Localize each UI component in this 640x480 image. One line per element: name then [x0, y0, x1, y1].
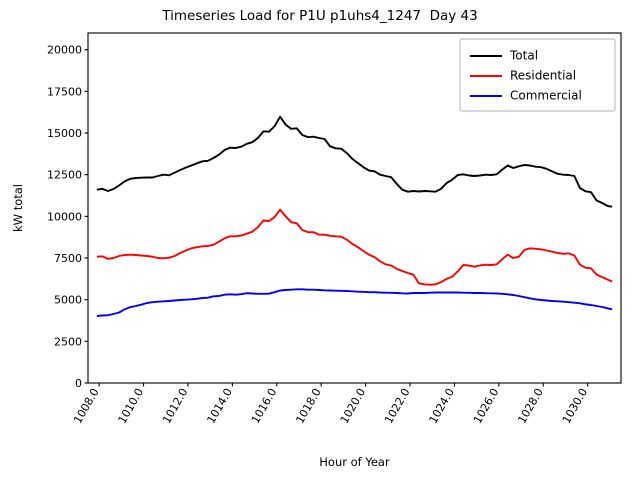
x-tick-label: 1028.0	[515, 386, 546, 426]
x-tick-label: 1022.0	[382, 386, 413, 426]
x-tick-label: 1018.0	[293, 386, 324, 426]
x-axis-label: Hour of Year	[319, 455, 390, 469]
y-tick-label: 17500	[47, 85, 82, 98]
y-axis-label: kW total	[11, 184, 25, 232]
y-tick-label: 20000	[47, 44, 82, 57]
y-tick-label: 12500	[47, 169, 82, 182]
legend-box	[459, 38, 616, 112]
y-tick-label: 5000	[54, 294, 82, 307]
x-tick-label: 1014.0	[204, 386, 235, 426]
x-tick-label: 1008.0	[71, 386, 102, 426]
series-line-total	[96, 115, 613, 208]
series-line-commercial	[96, 288, 613, 317]
legend-label-total: Total	[509, 49, 538, 63]
x-tick-label: 1016.0	[249, 386, 280, 426]
x-tick-label: 1030.0	[560, 386, 591, 426]
legend-label-residential: Residential	[510, 69, 576, 83]
x-tick-label: 1012.0	[160, 386, 191, 426]
chart-title: Timeseries Load for P1U p1uhs4_1247 Day …	[162, 8, 478, 24]
y-tick-label: 10000	[47, 210, 82, 223]
plot-frame	[87, 32, 622, 384]
y-tick-label: 0	[75, 377, 82, 390]
series-line-residential	[96, 208, 613, 286]
x-tick-label: 1010.0	[116, 386, 147, 426]
y-tick-label: 2500	[54, 335, 82, 348]
x-tick-label: 1026.0	[471, 386, 502, 426]
x-tick-label: 1024.0	[427, 386, 458, 426]
y-tick-label: 7500	[54, 252, 82, 265]
x-tick-label: 1020.0	[338, 386, 369, 426]
y-tick-label: 15000	[47, 127, 82, 140]
legend-label-commercial: Commercial	[510, 89, 582, 103]
